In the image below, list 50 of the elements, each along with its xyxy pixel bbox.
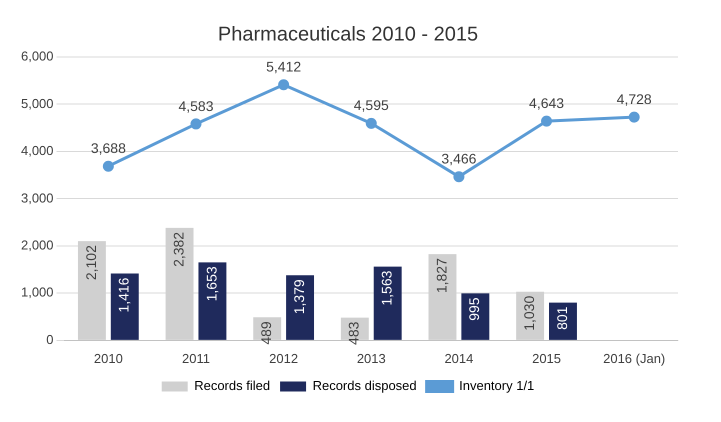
point (628, 112, 640, 123)
bar (549, 302, 577, 340)
data-label: 4,728 (616, 90, 652, 107)
y-tick-label: 2,000 (20, 238, 54, 253)
y-tick-label: 6,000 (20, 48, 54, 64)
point (453, 171, 464, 182)
x-tick-label: 2012 (269, 350, 298, 366)
data-label: 1,379 (290, 279, 307, 314)
chart-title: Pharmaceuticals 2010 - 2015 (218, 24, 478, 46)
y-tick-label: 0 (46, 332, 54, 347)
y-tick-label: 1,000 (20, 284, 54, 300)
point (366, 118, 377, 129)
data-label: 2,382 (170, 232, 186, 267)
x-tick-label: 2016 (Jan) (603, 350, 666, 366)
data-label: 1,653 (203, 266, 220, 302)
data-label: 489 (258, 321, 274, 345)
data-label: 4,643 (529, 94, 564, 111)
bar (286, 275, 314, 340)
data-label: 4,583 (178, 98, 214, 114)
point (190, 118, 202, 130)
x-tick-label: 2015 (532, 350, 562, 366)
data-label: 3,688 (90, 140, 126, 156)
x-tick-label: 2013 (356, 350, 386, 366)
data-label: 801 (554, 306, 570, 330)
data-label: 1,827 (433, 258, 450, 294)
data-label: 1,563 (378, 270, 395, 306)
data-label: 1,030 (520, 296, 537, 331)
legend-label: Records disposed (312, 378, 417, 394)
bar (110, 274, 139, 340)
data-label: 5,412 (266, 58, 302, 75)
point (102, 160, 114, 172)
bar (374, 266, 402, 340)
data-label: 1,416 (116, 277, 132, 313)
data-label: 2,102 (82, 244, 99, 280)
data-label: 3,466 (441, 150, 477, 167)
point (541, 116, 552, 127)
legend-label: Records filed (194, 378, 270, 394)
data-label: 995 (466, 297, 482, 321)
data-label: 4,595 (354, 97, 389, 114)
y-tick-label: 3,000 (20, 190, 54, 206)
x-tick-label: 2014 (444, 350, 474, 366)
point (278, 79, 290, 90)
legend-label: Inventory 1/1 (459, 378, 534, 394)
y-tick-label: 4,000 (20, 143, 54, 158)
bar (461, 293, 490, 340)
bar (198, 262, 226, 340)
y-tick-label: 5,000 (20, 96, 54, 111)
x-tick-label: 2010 (94, 350, 123, 366)
data-label: 483 (346, 321, 362, 345)
x-tick-label: 2011 (182, 350, 210, 366)
